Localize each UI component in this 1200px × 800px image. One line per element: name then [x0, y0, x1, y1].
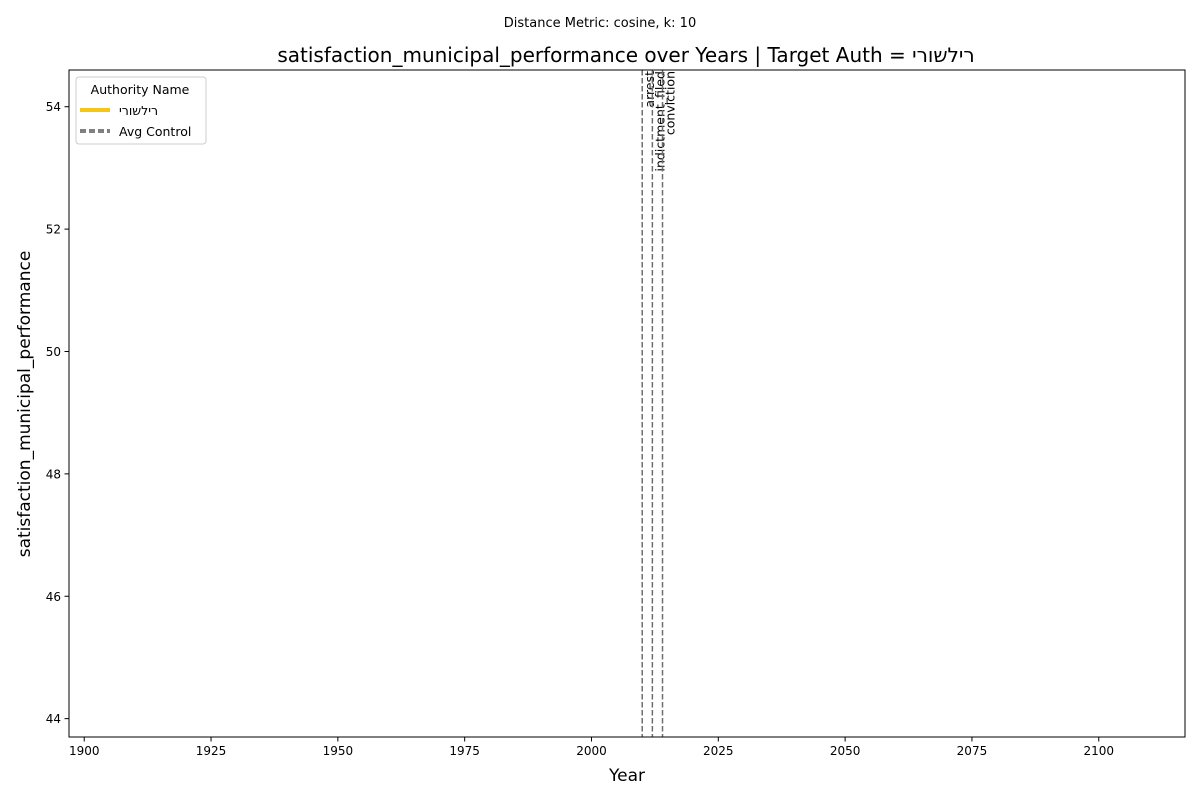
legend-title: Authority Name: [91, 82, 190, 97]
chart-suptitle: Distance Metric: cosine, k: 10: [504, 16, 696, 31]
x-tick-label: 2000: [576, 744, 607, 758]
y-tick-label: 52: [46, 223, 61, 237]
x-tick-label: 1975: [449, 744, 480, 758]
x-tick-label: 1900: [69, 744, 100, 758]
x-tick-label: 2025: [703, 744, 734, 758]
plot-area: [68, 69, 1186, 738]
chart-title: satisfaction_municipal_performance over …: [277, 43, 974, 67]
event-label-arrest: arrest: [642, 71, 657, 108]
y-tick-label: 54: [46, 100, 61, 114]
y-axis-label: satisfaction_municipal_performance: [15, 251, 35, 558]
legend-box: [75, 76, 207, 145]
y-tick-label: 50: [46, 345, 61, 359]
x-tick-label: 2100: [1083, 744, 1114, 758]
x-axis-ticks: 1900 1925 1950 1975 2000 2025 2050 2075 2100: [69, 737, 1114, 758]
legend-label-avg-control: Avg Control: [119, 124, 191, 139]
y-axis-ticks: 44 46 48 50 52 54: [46, 100, 69, 726]
y-tick-label: 44: [46, 712, 61, 726]
legend: Authority Name רילשורי Avg Control: [75, 76, 207, 145]
y-tick-label: 48: [46, 467, 61, 481]
x-tick-label: 1925: [196, 744, 227, 758]
event-label-conviction: conviction: [663, 71, 678, 135]
event-label-indictment_filed: indictment_filed: [652, 71, 667, 172]
x-tick-label: 2075: [957, 744, 988, 758]
y-tick-label: 46: [46, 590, 61, 604]
x-tick-label: 2050: [830, 744, 861, 758]
x-tick-label: 1950: [323, 744, 354, 758]
x-axis-label: Year: [608, 766, 645, 786]
legend-label-target: רילשורי: [119, 103, 158, 118]
